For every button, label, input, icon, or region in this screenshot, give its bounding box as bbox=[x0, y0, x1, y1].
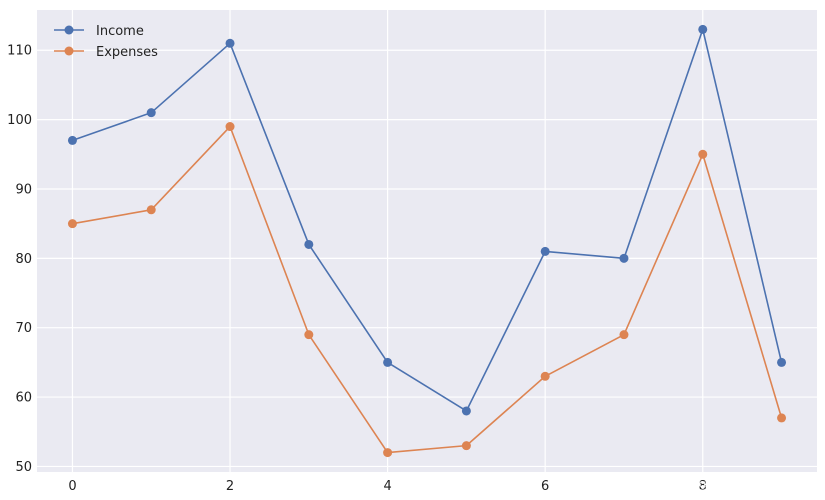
y-tick-label: 80 bbox=[15, 252, 32, 267]
data-point-expenses bbox=[619, 330, 629, 340]
plot-background bbox=[37, 10, 817, 472]
data-point-income bbox=[619, 253, 629, 263]
data-point-income bbox=[67, 135, 77, 145]
data-point-expenses bbox=[777, 413, 787, 423]
data-point-income bbox=[777, 357, 787, 367]
y-tick-label: 90 bbox=[15, 182, 32, 197]
y-tick-label: 70 bbox=[15, 321, 32, 336]
data-point-income bbox=[540, 246, 550, 256]
legend: Income Expenses bbox=[54, 24, 158, 60]
legend-label-expenses: Expenses bbox=[96, 45, 158, 60]
data-point-expenses bbox=[698, 149, 708, 159]
data-point-expenses bbox=[225, 122, 235, 132]
data-point-income bbox=[461, 406, 471, 416]
x-tick-label: 4 bbox=[383, 479, 391, 494]
data-point-income bbox=[146, 108, 156, 118]
legend-marker-income bbox=[64, 25, 74, 35]
x-tick-label: 0 bbox=[68, 479, 76, 494]
watermark-text: CSDN @m0_69348465 bbox=[651, 476, 810, 492]
y-tick-label: 110 bbox=[7, 44, 32, 59]
data-point-expenses bbox=[146, 205, 156, 215]
series-income bbox=[67, 24, 787, 416]
data-point-income bbox=[304, 239, 314, 249]
tick-labels: 0 2 4 6 8 50 60 70 80 90 100 110 bbox=[7, 44, 707, 494]
data-point-expenses bbox=[383, 448, 393, 458]
data-point-income bbox=[225, 38, 235, 48]
y-tick-label: 60 bbox=[15, 391, 32, 406]
data-point-income bbox=[383, 357, 393, 367]
series-layer bbox=[67, 24, 787, 458]
legend-entry-expenses: Expenses bbox=[54, 45, 158, 60]
legend-label-income: Income bbox=[96, 24, 144, 39]
data-point-expenses bbox=[67, 219, 77, 229]
series-line-expenses bbox=[72, 125, 783, 454]
series-line-income bbox=[72, 28, 783, 412]
data-point-expenses bbox=[304, 330, 314, 340]
x-tick-label: 2 bbox=[226, 479, 234, 494]
y-tick-label: 50 bbox=[15, 460, 32, 475]
data-point-expenses bbox=[461, 441, 471, 451]
data-point-income bbox=[698, 24, 708, 34]
legend-marker-expenses bbox=[64, 46, 74, 56]
data-point-expenses bbox=[540, 371, 550, 381]
series-expenses bbox=[67, 122, 787, 458]
x-tick-label: 8 bbox=[699, 479, 707, 494]
legend-entry-income: Income bbox=[54, 24, 144, 39]
y-tick-label: 100 bbox=[7, 113, 32, 128]
x-tick-label: 6 bbox=[541, 479, 549, 494]
